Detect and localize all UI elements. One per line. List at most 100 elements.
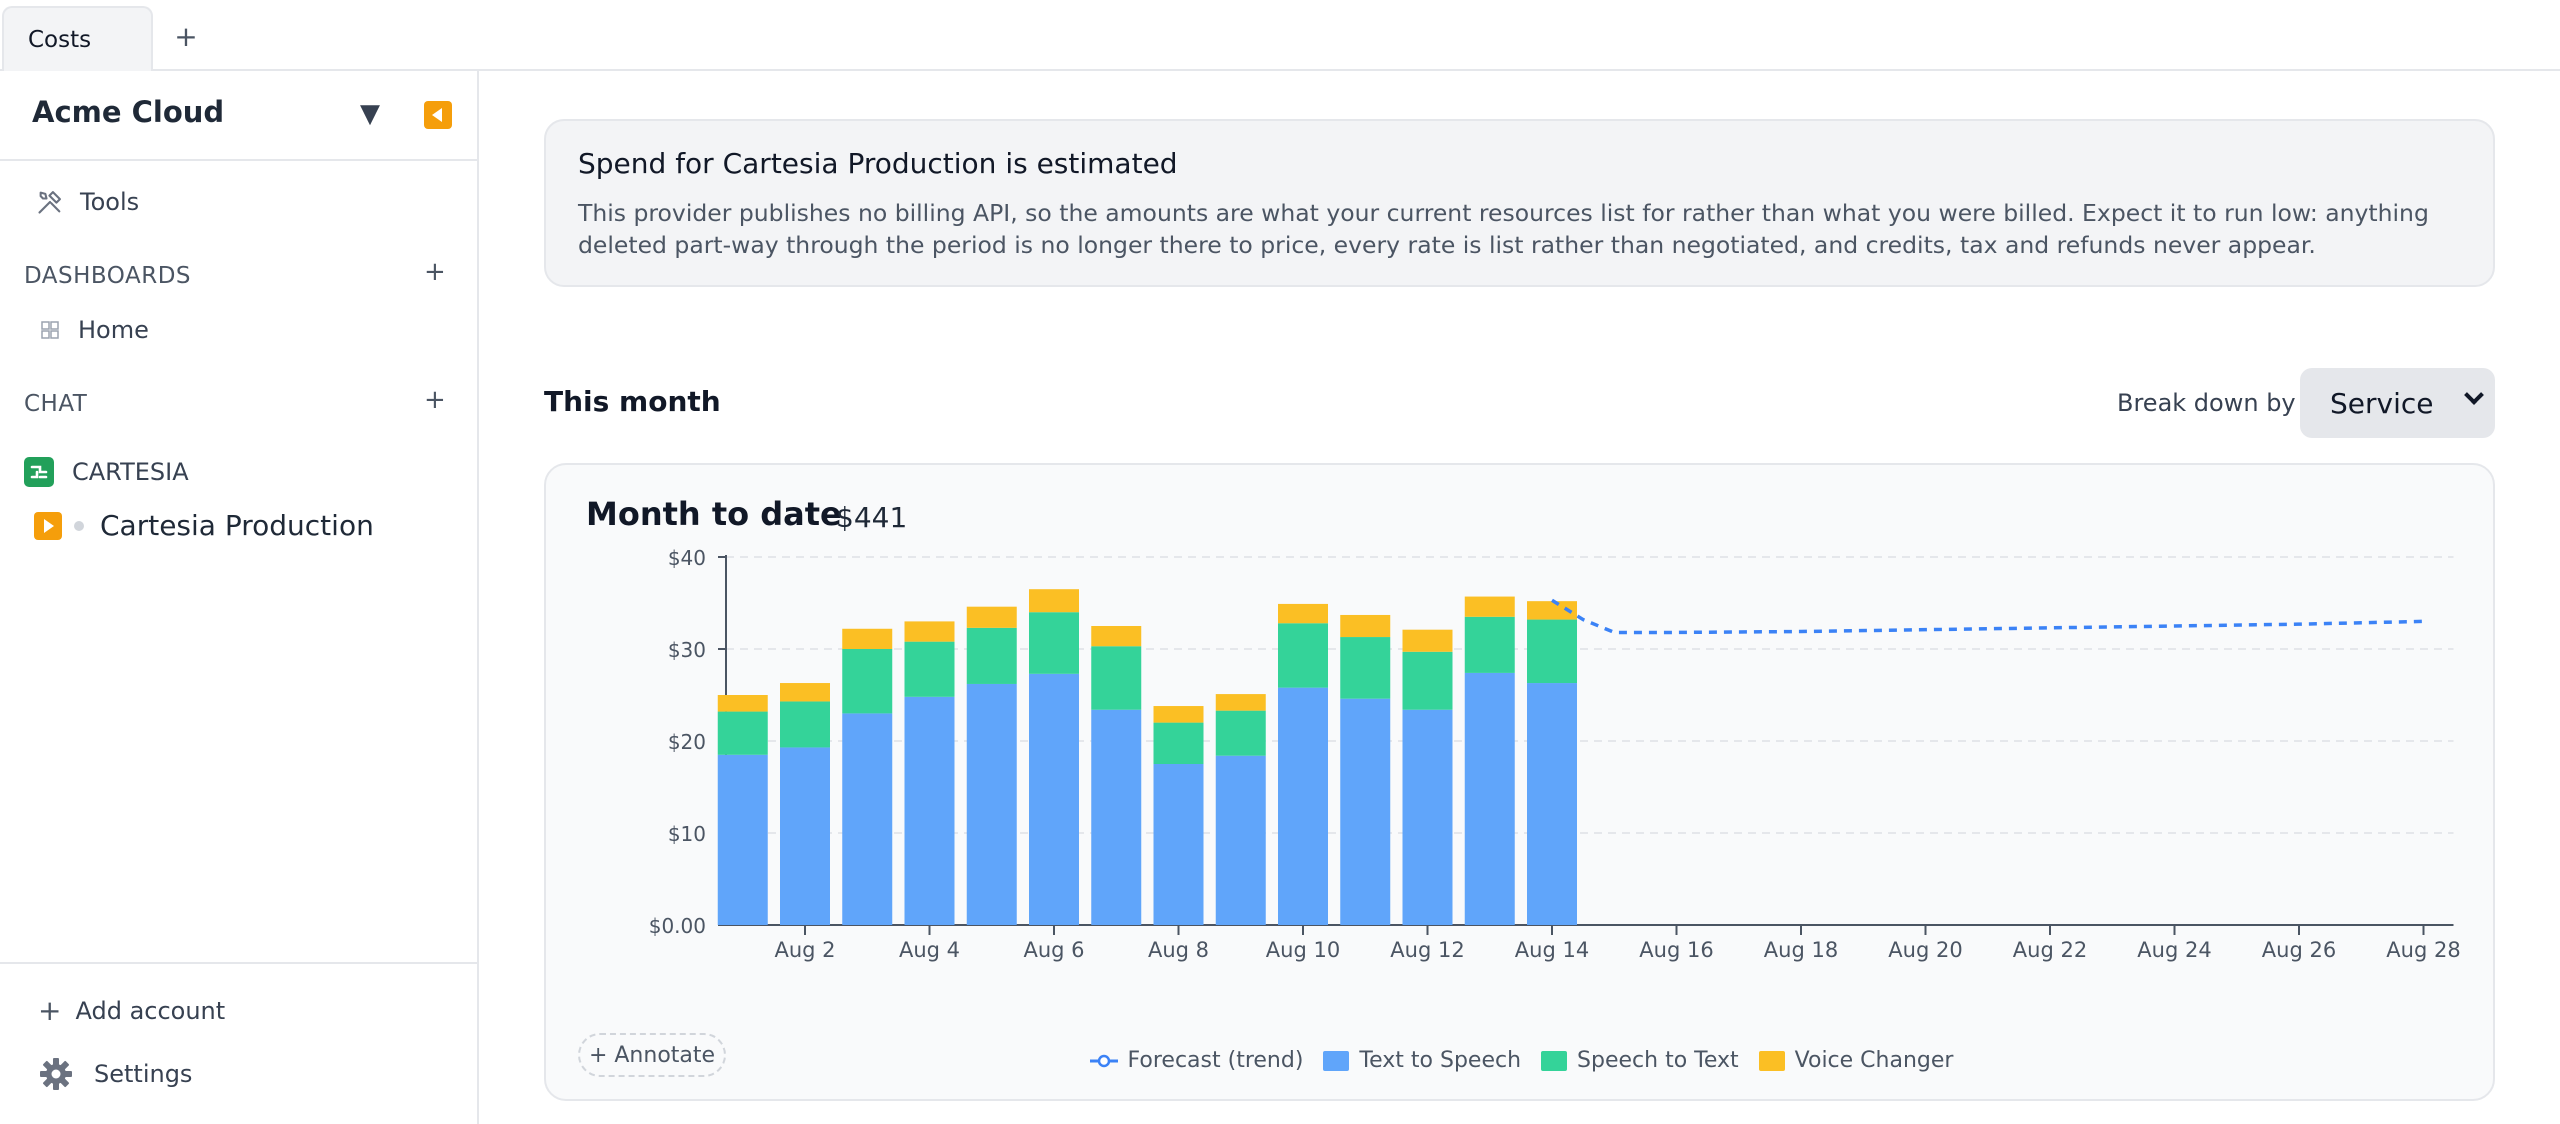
account-header: Acme Cloud ▼: [0, 71, 477, 161]
bar-speech-to-text: [966, 627, 1017, 684]
breakdown-select-value: Service: [2330, 386, 2434, 420]
sidebar: Acme Cloud ▼ Tools DASHBOARDS + Home CHA…: [0, 71, 479, 1124]
y-tick-label: $10: [668, 822, 706, 846]
bar-speech-to-text: [1091, 646, 1142, 710]
main-content: Spend for Cartesia Production is estimat…: [480, 71, 2560, 1124]
add-tab-button[interactable]: +: [168, 18, 204, 54]
sidebar-item-tools[interactable]: Tools: [36, 188, 139, 216]
add-dashboard-button[interactable]: +: [424, 257, 446, 287]
sidebar-item-home-label: Home: [78, 316, 149, 344]
breakdown-select[interactable]: Service: [2300, 368, 2495, 438]
legend-label-forecast: Forecast (trend): [1127, 1048, 1304, 1073]
collapse-sidebar-button[interactable]: [424, 101, 452, 129]
notice-body: This provider publishes no billing API, …: [578, 199, 2429, 259]
legend-swatch-text-to-speech: [1323, 1050, 1350, 1071]
bar-text-to-speech: [717, 754, 768, 925]
bar-text-to-speech: [1153, 764, 1204, 925]
legend-item-forecast[interactable]: Forecast (trend): [1089, 1048, 1304, 1073]
x-tick-label: Aug 14: [1515, 938, 1589, 962]
bar-text-to-speech: [1402, 709, 1453, 925]
x-tick-label: Aug 24: [2137, 938, 2211, 962]
chevron-down-icon: [2464, 385, 2484, 405]
annotate-button[interactable]: + Annotate: [578, 1033, 726, 1077]
x-tick-label: Aug 22: [2013, 938, 2087, 962]
collapse-left-icon: [432, 108, 442, 122]
add-account-label: Add account: [75, 996, 226, 1025]
annotate-label: + Annotate: [588, 1042, 716, 1068]
bar-speech-to-text: [1029, 612, 1079, 674]
bar-voice-changer: [1091, 626, 1142, 647]
x-tick-label: Aug 8: [1148, 938, 1209, 962]
bar-speech-to-text: [1153, 722, 1204, 764]
chart-title: Month to date: [586, 495, 842, 533]
provider-cartesia[interactable]: CARTESIA: [24, 457, 189, 487]
legend-item-voice-changer[interactable]: Voice Changer: [1758, 1048, 1954, 1073]
x-tick-label: Aug 26: [2262, 938, 2336, 962]
add-chat-button[interactable]: +: [424, 385, 446, 415]
tab-bar: Costs +: [0, 0, 2560, 71]
x-tick-label: Aug 6: [1023, 938, 1084, 962]
legend-swatch-speech-to-text: [1541, 1050, 1568, 1071]
bar-speech-to-text: [842, 649, 893, 714]
provider-cartesia-label: CARTESIA: [72, 458, 189, 486]
legend-item-speech-to-text[interactable]: Speech to Text: [1541, 1048, 1739, 1073]
bar-voice-changer: [1340, 614, 1391, 638]
bar-voice-changer: [1527, 601, 1577, 620]
bar-text-to-speech: [1278, 687, 1328, 925]
x-tick-label: Aug 12: [1390, 938, 1464, 962]
settings-button[interactable]: Settings: [38, 1056, 192, 1092]
bar-text-to-speech: [1464, 672, 1515, 925]
bar-voice-changer: [1153, 706, 1204, 723]
x-tick-label: Aug 28: [2386, 938, 2460, 962]
bar-text-to-speech: [1091, 709, 1142, 925]
bar-voice-changer: [904, 621, 955, 642]
bar-speech-to-text: [1464, 616, 1515, 673]
dashboards-section-label: DASHBOARDS: [24, 263, 192, 289]
account-dropdown-icon[interactable]: ▼: [360, 99, 380, 129]
bar-voice-changer: [1402, 629, 1453, 652]
x-tick-label: Aug 16: [1639, 938, 1713, 962]
x-tick-label: Aug 18: [1764, 938, 1838, 962]
bar-speech-to-text: [780, 701, 830, 748]
bar-voice-changer: [1464, 596, 1515, 617]
account-title: Acme Cloud: [32, 95, 225, 129]
sidebar-item-home[interactable]: Home: [40, 316, 149, 344]
bar-voice-changer: [1215, 694, 1266, 711]
legend-item-text-to-speech[interactable]: Text to Speech: [1323, 1048, 1521, 1073]
bar-speech-to-text: [717, 711, 768, 755]
bar-text-to-speech: [1527, 683, 1577, 925]
bar-speech-to-text: [904, 641, 955, 697]
y-tick-label: $30: [668, 638, 706, 662]
notice-title: Spend for Cartesia Production is estimat…: [578, 147, 1178, 180]
tab-costs[interactable]: Costs: [2, 6, 153, 71]
chat-section-label: CHAT: [24, 391, 88, 417]
plus-icon: +: [38, 994, 62, 1027]
y-tick-label: $20: [668, 730, 706, 754]
estimate-notice: Spend for Cartesia Production is estimat…: [544, 119, 2495, 287]
bar-speech-to-text: [1402, 651, 1453, 710]
bar-voice-changer: [1029, 589, 1079, 613]
bar-voice-changer: [780, 683, 830, 702]
bar-speech-to-text: [1340, 637, 1391, 699]
sidebar-item-cartesia-production-label: Cartesia Production: [100, 509, 374, 542]
chart-total: $441: [836, 501, 908, 534]
bar-speech-to-text: [1527, 619, 1577, 684]
x-tick-label: Aug 20: [1888, 938, 1962, 962]
add-account-button[interactable]: + Add account: [38, 994, 225, 1027]
legend-swatch-voice-changer: [1758, 1050, 1785, 1071]
chart-legend: Forecast (trend) Text to Speech Speech t…: [546, 1048, 2497, 1073]
bar-voice-changer: [1278, 603, 1328, 624]
legend-label-voice-changer: Voice Changer: [1794, 1048, 1954, 1073]
x-tick-label: Aug 2: [774, 938, 835, 962]
bar-voice-changer: [842, 628, 893, 649]
bar-text-to-speech: [842, 713, 893, 925]
sidebar-item-tools-label: Tools: [80, 188, 140, 216]
status-dot-icon: [74, 520, 84, 531]
tab-costs-label: Costs: [28, 26, 92, 53]
chart-card: Month to date $441 $0.00 $10 $20 $30 $40 Aug …: [544, 463, 2495, 1101]
bar-text-to-speech: [1215, 755, 1266, 925]
section-title: This month: [544, 385, 721, 418]
bar-text-to-speech: [780, 747, 830, 925]
sidebar-item-cartesia-production[interactable]: Cartesia Production: [34, 509, 374, 542]
breakdown-label: Break down by: [2117, 389, 2296, 417]
